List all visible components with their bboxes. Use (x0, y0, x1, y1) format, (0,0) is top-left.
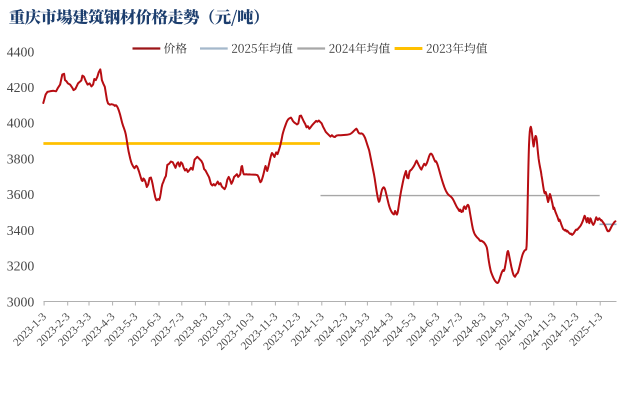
svg-text:3400: 3400 (7, 223, 35, 238)
svg-text:4400: 4400 (7, 44, 35, 59)
svg-text:3800: 3800 (7, 151, 35, 166)
svg-text:3600: 3600 (7, 187, 35, 202)
svg-text:4000: 4000 (7, 116, 35, 131)
svg-text:4200: 4200 (7, 80, 35, 95)
svg-text:3000: 3000 (7, 294, 35, 309)
svg-text:3200: 3200 (7, 259, 35, 274)
